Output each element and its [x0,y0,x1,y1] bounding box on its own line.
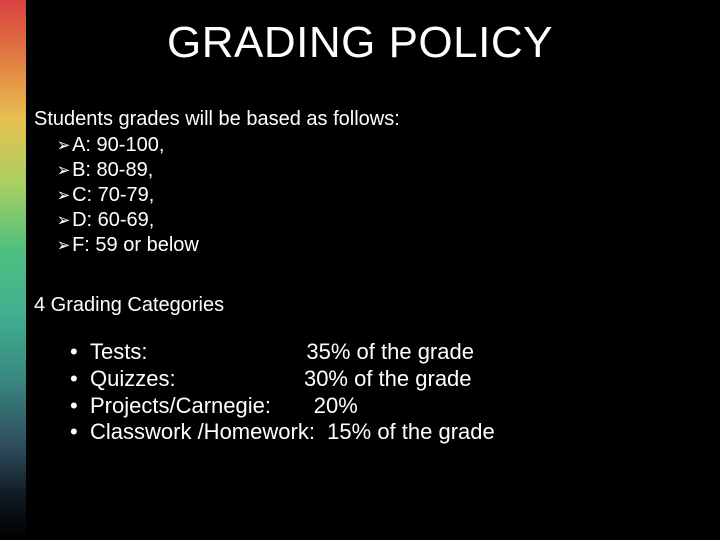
category-item: • Projects/Carnegie: 20% [70,393,700,420]
category-spacer [271,393,314,420]
category-label: Tests: [90,339,147,366]
category-value: 20% [314,393,358,420]
arrow-icon: ➢ [57,134,71,157]
grade-scale-item: ➢ D: 60-69, [56,208,700,233]
arrow-icon: ➢ [57,209,71,232]
bullet-icon: • [70,339,90,366]
content-area: Students grades will be based as follows… [34,108,700,446]
grade-scale-text: B: 80-89, [72,158,153,183]
arrow-icon: ➢ [57,184,71,207]
decorative-side-stripe [0,0,26,540]
category-label: Projects/Carnegie: [90,393,271,420]
grade-scale-text: C: 70-79, [72,183,154,208]
category-item: • Classwork /Homework: 15% of the grade [70,419,700,446]
category-item: • Quizzes: 30% of the grade [70,366,700,393]
category-spacer [176,366,304,393]
category-value: 35% of the grade [306,339,474,366]
grade-scale-item: ➢ C: 70-79, [56,183,700,208]
grade-scale-text: F: 59 or below [72,233,199,258]
intro-text: Students grades will be based as follows… [34,108,700,131]
grade-scale-item: ➢ B: 80-89, [56,158,700,183]
grade-scale-item: ➢ A: 90-100, [56,133,700,158]
category-value: 15% of the grade [327,419,495,446]
bullet-icon: • [70,366,90,393]
arrow-icon: ➢ [57,159,71,182]
grade-scale-text: D: 60-69, [72,208,154,233]
category-spacer [315,419,327,446]
categories-heading: 4 Grading Categories [34,294,700,317]
grade-scale-item: ➢ F: 59 or below [56,233,700,258]
arrow-icon: ➢ [57,234,71,257]
category-value: 30% of the grade [304,366,472,393]
bullet-icon: • [70,419,90,446]
category-label: Quizzes: [90,366,176,393]
category-spacer [147,339,306,366]
grade-scale-text: A: 90-100, [72,133,164,158]
category-item: • Tests: 35% of the grade [70,339,700,366]
grade-scale-list: ➢ A: 90-100, ➢ B: 80-89, ➢ C: 70-79, ➢ D… [56,133,700,258]
category-label: Classwork /Homework: [90,419,315,446]
bullet-icon: • [70,393,90,420]
categories-list: • Tests: 35% of the grade • Quizzes: 30%… [70,339,700,446]
page-title: GRADING POLICY [0,18,720,68]
